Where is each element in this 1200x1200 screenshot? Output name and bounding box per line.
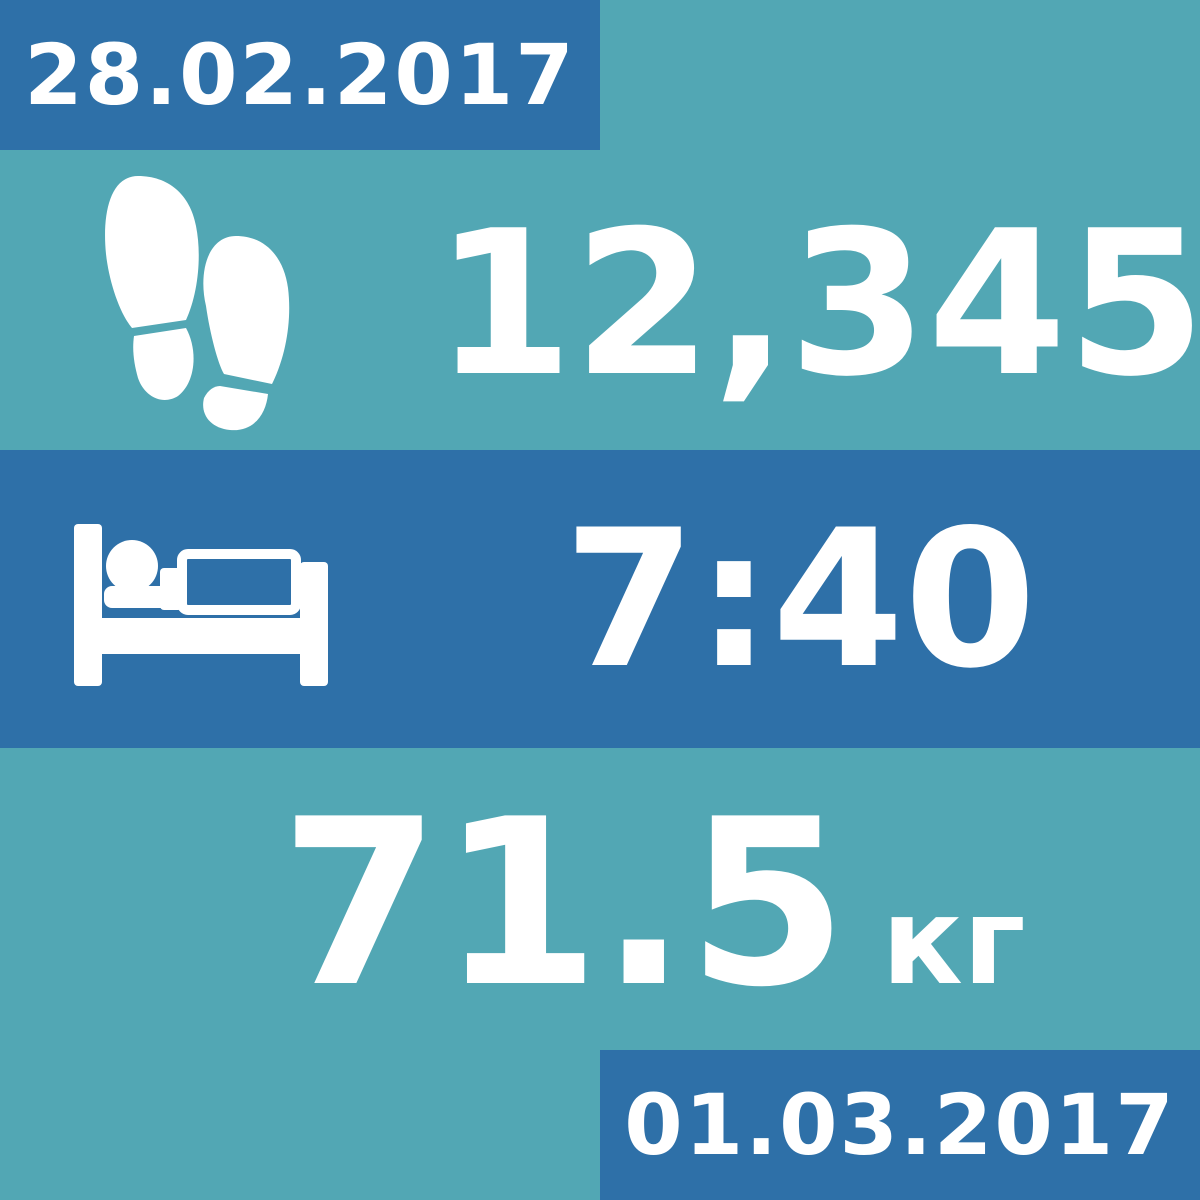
start-date-badge: 28.02.2017 bbox=[0, 0, 600, 150]
sleep-row: 7:40 bbox=[0, 450, 1200, 748]
footprints-icon bbox=[105, 176, 290, 431]
weight-value: 71.5 bbox=[280, 771, 848, 1038]
weight-block: 71.5 кг bbox=[280, 790, 1080, 1020]
bed-icon bbox=[74, 524, 328, 686]
weight-unit: кг bbox=[881, 873, 1026, 1012]
steps-value: 12,345 bbox=[434, 188, 1200, 421]
sleep-value: 7:40 bbox=[563, 489, 1037, 710]
steps-row: 12,345 bbox=[0, 150, 1200, 450]
end-date: 01.03.2017 bbox=[624, 1076, 1176, 1174]
end-date-badge: 01.03.2017 bbox=[600, 1050, 1200, 1200]
start-date: 28.02.2017 bbox=[24, 26, 576, 124]
